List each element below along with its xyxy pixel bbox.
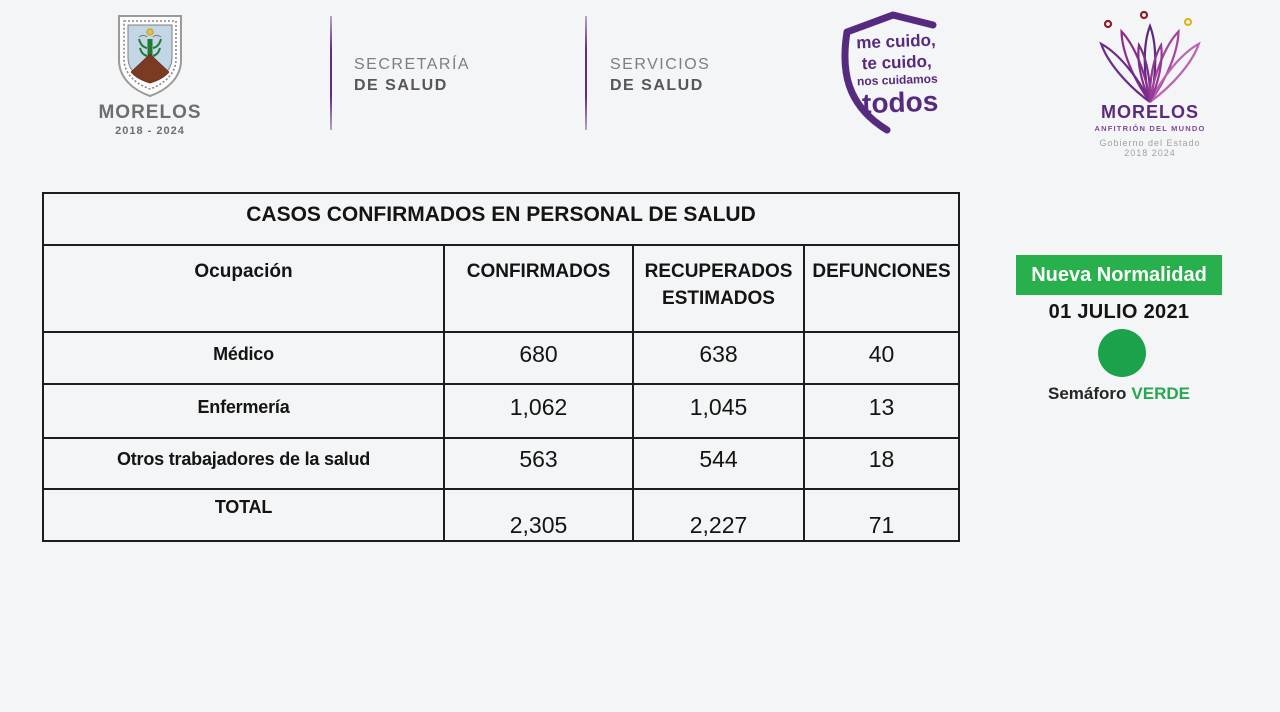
- table-row: Otros trabajadores de la salud 563 544 1…: [42, 437, 960, 490]
- defunciones-cell: 18: [803, 437, 960, 490]
- table-title: CASOS CONFIRMADOS EN PERSONAL DE SALUD: [42, 192, 960, 246]
- secretaria-line2: DE SALUD: [354, 77, 448, 94]
- semaforo-green-circle-icon: [1098, 329, 1146, 377]
- recuperados-cell: 638: [632, 331, 805, 385]
- servicios-line2: DE SALUD: [610, 77, 704, 94]
- status-date: 01 JULIO 2021: [1048, 301, 1190, 323]
- confirmados-cell: 1,062: [443, 383, 634, 439]
- defunciones-cell: 13: [803, 383, 960, 439]
- secretaria-de-salud-wordmark: SECRETARÍA DE SALUD: [354, 56, 470, 95]
- total-defunciones-cell: 71: [803, 488, 960, 542]
- shield-text-line2: te cuido,: [861, 52, 932, 73]
- column-header-ocupacion: Ocupación: [42, 244, 445, 333]
- column-header-defunciones: DEFUNCIONES: [803, 244, 960, 333]
- total-recuperados-cell: 2,227: [632, 488, 805, 542]
- coat-of-arms-name: MORELOS: [98, 102, 202, 123]
- table-header-row: Ocupación CONFIRMADOS RECUPERADOS ESTIMA…: [42, 244, 960, 333]
- anfitrion-logo-government: Gobierno del Estado: [1099, 138, 1201, 148]
- lotus-flower-icon: [1099, 10, 1201, 103]
- morelos-anfitrion-logo: MORELOS ANFITRIÓN DEL MUNDO Gobierno del…: [1082, 8, 1218, 158]
- anfitrion-logo-name: MORELOS: [1100, 102, 1199, 122]
- casos-confirmados-table: CASOS CONFIRMADOS EN PERSONAL DE SALUD O…: [42, 192, 960, 542]
- confirmados-cell: 563: [443, 437, 634, 490]
- nueva-normalidad-badge: Nueva Normalidad: [1016, 255, 1222, 295]
- header-divider: [330, 16, 332, 130]
- me-cuido-shield-logo: me cuido, te cuido, nos cuidamos todos: [833, 10, 951, 138]
- table-total-row: TOTAL 2,305 2,227 71: [42, 488, 960, 542]
- total-label-cell: TOTAL: [42, 488, 445, 542]
- shield-outline-icon: me cuido, te cuido, nos cuidamos todos: [841, 11, 939, 134]
- table-row: Enfermería 1,062 1,045 13: [42, 383, 960, 439]
- secretaria-line1: SECRETARÍA: [354, 56, 471, 73]
- total-confirmados-cell: 2,305: [443, 488, 634, 542]
- coat-of-arms-icon: [118, 15, 182, 98]
- occupation-cell: Otros trabajadores de la salud: [42, 437, 445, 490]
- anfitrion-logo-period: 2018 2024: [1124, 148, 1176, 158]
- shield-text-line3: nos cuidamos: [857, 72, 938, 89]
- header-divider: [585, 16, 587, 130]
- shield-text-line1: me cuido,: [856, 31, 936, 53]
- recuperados-cell: 1,045: [632, 383, 805, 439]
- occupation-cell: Médico: [42, 331, 445, 385]
- anfitrion-logo-tagline: ANFITRIÓN DEL MUNDO: [1094, 124, 1206, 133]
- semaforo-status: Semáforo VERDE: [1016, 384, 1222, 404]
- confirmados-cell: 680: [443, 331, 634, 385]
- servicios-line1: SERVICIOS: [610, 56, 711, 73]
- servicios-de-salud-wordmark: SERVICIOS DE SALUD: [610, 56, 710, 95]
- semaforo-value: VERDE: [1131, 384, 1190, 403]
- defunciones-cell: 40: [803, 331, 960, 385]
- shield-text-line4: todos: [862, 86, 939, 120]
- coat-of-arms-period: 2018 - 2024: [115, 125, 185, 137]
- semaforo-label: Semáforo: [1048, 384, 1127, 403]
- occupation-cell: Enfermería: [42, 383, 445, 439]
- column-header-recuperados-estimados: RECUPERADOS ESTIMADOS: [632, 244, 805, 333]
- morelos-coat-of-arms-logo: MORELOS 2018 - 2024: [96, 12, 204, 137]
- table-row: Médico 680 638 40: [42, 331, 960, 385]
- recuperados-cell: 544: [632, 437, 805, 490]
- column-header-confirmados: CONFIRMADOS: [443, 244, 634, 333]
- table-title-row: CASOS CONFIRMADOS EN PERSONAL DE SALUD: [42, 192, 960, 246]
